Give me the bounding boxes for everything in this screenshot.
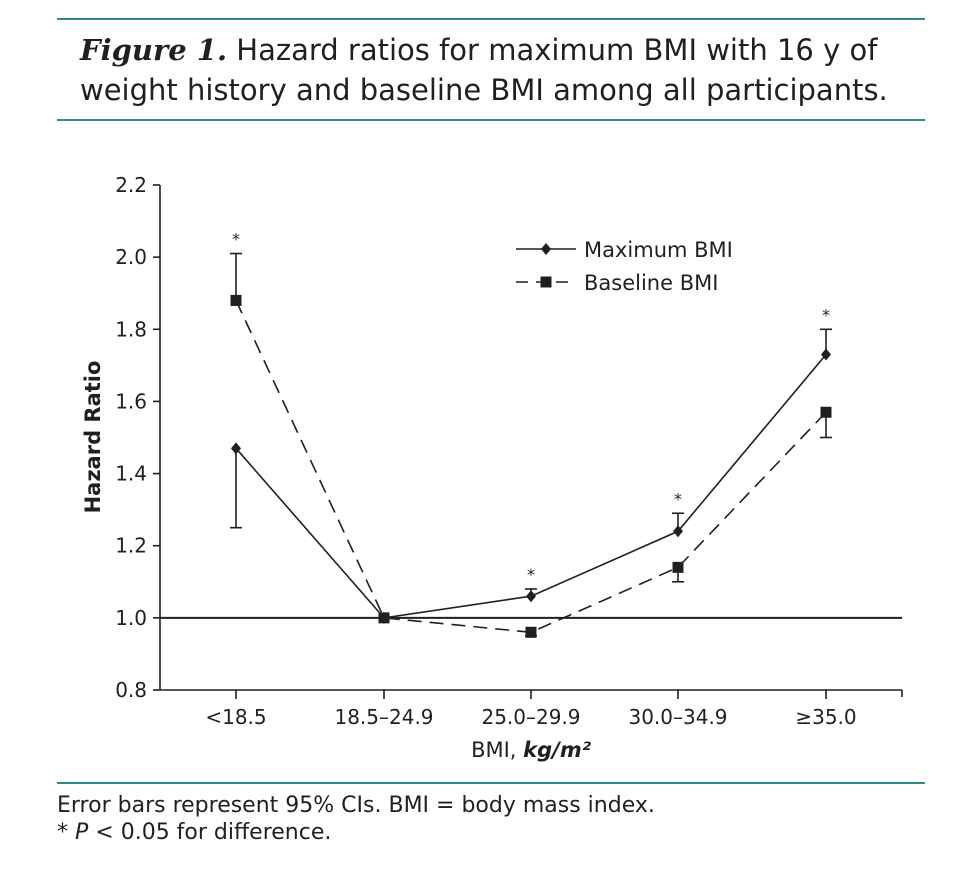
data-point-baseline-bmi	[820, 406, 832, 418]
footnote-line-2: * P < 0.05 for difference.	[57, 819, 655, 846]
data-point-maximum-bmi	[673, 525, 683, 538]
footnote-star: *	[57, 820, 75, 845]
y-tick-label: 1.2	[115, 534, 147, 558]
y-tick-label: 1.4	[115, 462, 147, 486]
y-tick-label: 1.8	[115, 317, 147, 341]
x-axis-title-text: BMI,	[471, 738, 523, 762]
data-point-baseline-bmi	[525, 626, 537, 638]
footnote-p: P	[75, 820, 89, 845]
x-tick-label: <18.5	[205, 705, 266, 729]
x-tick-label: 25.0–29.9	[481, 705, 580, 729]
x-axis-title: BMI, kg/m²	[471, 738, 592, 762]
chart-axes	[153, 184, 903, 699]
legend-marker-baseline-bmi	[540, 276, 552, 288]
figure-label: Figure 1.	[80, 33, 228, 67]
y-tick-label: 2.2	[115, 173, 147, 197]
legend-marker-maximum-bmi	[541, 243, 551, 255]
data-point-baseline-bmi	[672, 561, 684, 573]
data-point-maximum-bmi	[526, 590, 536, 603]
legend-label-maximum-bmi: Maximum BMI	[584, 238, 733, 262]
footnote: Error bars represent 95% CIs. BMI = body…	[57, 792, 655, 846]
hazard-ratio-chart: Maximum BMI Baseline BMI 0.8 1.0 1.2 1.4 1.6 1…	[81, 173, 903, 762]
footnote-line-1: Error bars represent 95% CIs. BMI = body…	[57, 793, 655, 818]
chart-marks	[230, 252, 832, 638]
y-tick-label: 1.6	[115, 389, 147, 413]
y-axis-title: Hazard Ratio	[81, 361, 105, 514]
data-point-baseline-bmi	[378, 612, 390, 624]
data-point-baseline-bmi	[230, 294, 242, 306]
x-tick-label: 18.5–24.9	[334, 705, 433, 729]
caption-rule	[57, 119, 925, 121]
figure-caption: Figure 1. Hazard ratios for maximum BMI …	[80, 30, 920, 110]
x-tick-label: 30.0–34.9	[628, 705, 727, 729]
top-rule	[57, 18, 925, 20]
x-axis-title-units: kg/m²	[523, 738, 592, 762]
significance-asterisk: *	[232, 230, 240, 249]
chart-labels: 0.8 1.0 1.2 1.4 1.6 1.8 2.0 2.2 <18.5 18.5–24.9 25…	[81, 173, 857, 762]
chart-legend: Maximum BMI Baseline BMI	[516, 238, 733, 295]
footnote-rule	[57, 782, 925, 784]
significance-asterisk: *	[527, 565, 535, 584]
y-tick-label: 1.0	[115, 606, 147, 630]
data-point-maximum-bmi	[821, 348, 831, 361]
caption-text: Hazard ratios for maximum BMI with 16 y …	[80, 33, 888, 107]
significance-asterisk: *	[822, 305, 830, 324]
y-tick-label: 0.8	[115, 678, 147, 702]
data-point-maximum-bmi	[231, 442, 241, 455]
significance-asterisk: *	[674, 489, 682, 508]
legend-label-baseline-bmi: Baseline BMI	[584, 271, 718, 295]
footnote-rest: < 0.05 for difference.	[88, 820, 332, 845]
x-tick-label: ≥35.0	[795, 705, 856, 729]
y-tick-label: 2.0	[115, 245, 147, 269]
